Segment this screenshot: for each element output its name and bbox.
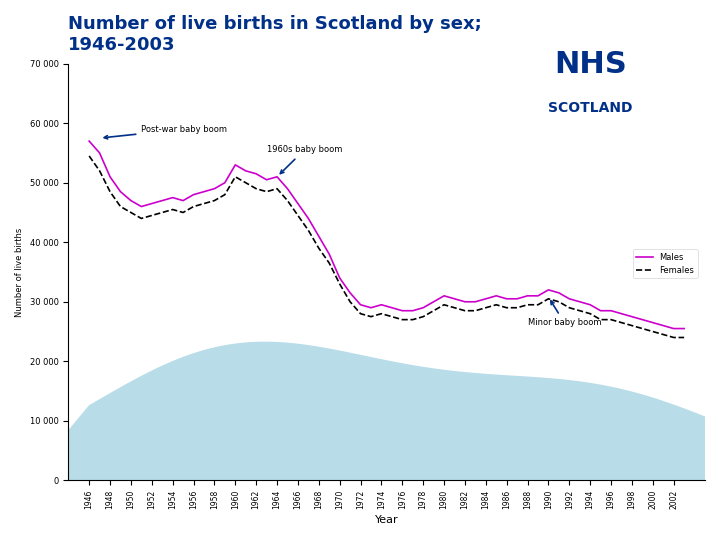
Legend: Males, Females: Males, Females — [633, 249, 698, 278]
Males — [586, 301, 595, 308]
Females — [231, 173, 240, 180]
Females — [586, 310, 595, 317]
Females — [680, 334, 688, 341]
Text: SCOTLAND: SCOTLAND — [548, 101, 633, 115]
Males — [231, 161, 240, 168]
Males — [523, 293, 532, 299]
Males — [85, 138, 94, 144]
Males — [220, 179, 229, 186]
Text: Minor baby boom: Minor baby boom — [528, 301, 601, 327]
Text: 1960s baby boom: 1960s baby boom — [266, 145, 342, 173]
Females — [85, 153, 94, 159]
Y-axis label: Number of live births: Number of live births — [15, 227, 24, 316]
Text: NHS: NHS — [554, 50, 627, 79]
Line: Females: Females — [89, 156, 684, 338]
Females — [482, 305, 490, 311]
Males — [482, 295, 490, 302]
Text: Post-war baby boom: Post-war baby boom — [104, 125, 228, 139]
Females — [670, 334, 678, 341]
Males — [670, 325, 678, 332]
X-axis label: Year: Year — [375, 515, 398, 525]
Females — [220, 191, 229, 198]
Females — [649, 328, 657, 335]
Males — [649, 319, 657, 326]
Text: Number of live births in Scotland by sex;
1946-2003: Number of live births in Scotland by sex… — [68, 15, 482, 54]
Males — [680, 325, 688, 332]
Polygon shape — [27, 342, 720, 481]
Females — [523, 301, 532, 308]
Line: Males: Males — [89, 141, 684, 328]
